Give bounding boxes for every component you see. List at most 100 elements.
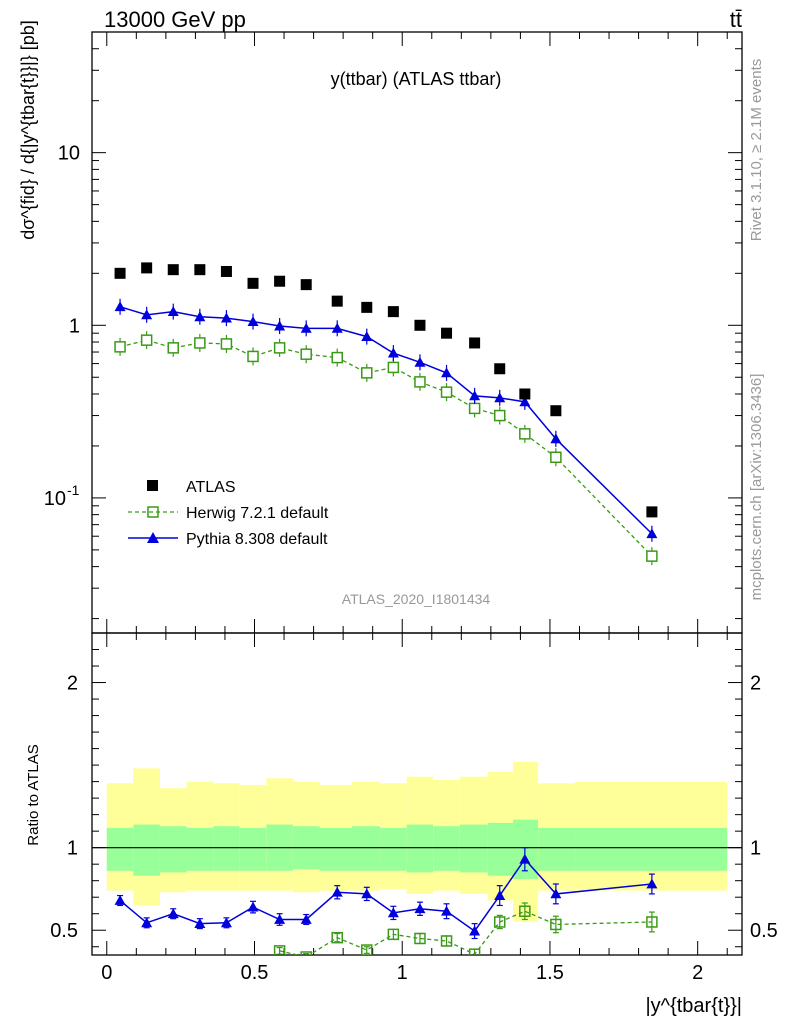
ratio-y-tick-label: 1 — [67, 838, 78, 860]
herwig-point — [194, 337, 206, 349]
ratio-band-inner — [538, 827, 576, 871]
herwig-point — [493, 409, 506, 422]
atlas-point — [414, 319, 426, 331]
ratio-band-inner — [319, 827, 352, 871]
pythia-point — [300, 322, 312, 333]
herwig-point — [247, 350, 259, 363]
herwig-ratio-point — [550, 918, 562, 931]
pythia-ratio-point — [114, 895, 126, 905]
pythia-point — [247, 316, 259, 327]
main-y-tick-label-exponent: -1 — [67, 482, 80, 498]
atlas-point — [220, 265, 232, 277]
pythia-point — [469, 390, 481, 401]
herwig-point — [300, 348, 312, 360]
ratio-y-tick-label-right: 1 — [750, 838, 761, 860]
pythia-point — [167, 306, 179, 317]
ratio-y-tick-label: 2 — [67, 673, 78, 695]
atlas-point — [646, 506, 658, 518]
legend-atlas-label: ATLAS — [186, 479, 236, 496]
pythia-ratio-point — [247, 901, 259, 912]
pythia-ratio-point — [300, 913, 312, 924]
legend-pythia-marker — [147, 532, 159, 543]
ratio-band-inner — [133, 824, 160, 876]
pythia-ratio-point — [331, 886, 343, 897]
pythia-point — [519, 396, 531, 407]
atlas-point — [331, 295, 343, 307]
herwig-point — [519, 428, 531, 440]
herwig-point — [387, 361, 400, 374]
pythia-ratio-line — [119, 858, 652, 933]
pythia-ratio-point — [220, 917, 232, 928]
pythia-ratio-point — [550, 888, 562, 899]
herwig-ratio-point — [331, 931, 343, 944]
herwig-ratio-point — [468, 948, 481, 955]
herwig-point — [361, 367, 373, 379]
pythia-ratio-point — [274, 913, 286, 924]
pythia-point — [387, 347, 399, 358]
ratio-y-axis-label: Ratio to ATLAS — [25, 744, 42, 845]
herwig-point — [140, 334, 153, 346]
atlas-point — [274, 275, 286, 287]
ratio-series-group — [114, 847, 658, 955]
ratio-band-inner — [239, 827, 267, 871]
ratio-band-inner — [406, 824, 434, 873]
herwig-ratio-point — [361, 944, 373, 955]
ratio-y-tick-label-right: 2 — [750, 673, 761, 695]
main-y-tick-label: 10 — [44, 488, 66, 510]
ratio-band-inner — [213, 826, 240, 871]
ratio-band-inner — [106, 827, 134, 871]
herwig-ratio-point — [414, 932, 426, 945]
pythia-line — [119, 306, 653, 535]
mcplots-label: mcplots.cern.ch [arXiv:1306.3436] — [748, 374, 765, 601]
legend-herwig-label: Herwig 7.2.1 default — [186, 505, 329, 522]
pythia-ratio-point — [361, 888, 373, 899]
herwig-point — [550, 451, 562, 464]
pythia-point — [414, 356, 426, 367]
atlas-point — [300, 279, 312, 291]
ratio-band-inner — [380, 827, 407, 871]
ratio-y-tick-label: 0.5 — [50, 920, 78, 942]
legend-pythia-label: Pythia 8.308 default — [186, 531, 328, 548]
pythia-ratio-point — [441, 905, 453, 916]
herwig-ratio-point — [440, 935, 453, 947]
atlas-point — [361, 301, 373, 313]
pythia-ratio-point — [194, 918, 206, 929]
herwig-point — [414, 376, 426, 388]
herwig-point — [167, 342, 179, 354]
atlas-point — [519, 388, 531, 400]
pythia-point — [331, 322, 343, 333]
atlas-point — [469, 337, 481, 349]
x-tick-label: 0 — [101, 962, 112, 984]
atlas-point — [550, 405, 562, 417]
pythia-point — [441, 367, 453, 378]
pythia-point — [361, 331, 373, 341]
main-y-tick-label: 1 — [69, 315, 80, 337]
herwig-ratio-point — [493, 916, 506, 928]
ratio-band-inner — [186, 827, 214, 871]
pythia-ratio-point — [414, 903, 426, 914]
atlas-point — [494, 363, 506, 375]
x-tick-label: 1.5 — [536, 962, 564, 984]
main-plot-title: y(ttbar) (ATLAS ttbar) — [331, 69, 502, 89]
pythia-point — [114, 301, 126, 312]
process-label: tt̄ — [730, 7, 742, 32]
ratio-band-inner — [487, 822, 514, 876]
ratio-band-inner — [433, 826, 460, 871]
pythia-point — [646, 528, 658, 539]
herwig-point — [440, 386, 453, 398]
ratio-frame — [91, 632, 743, 956]
pythia-ratio-point — [494, 890, 506, 900]
atlas-point — [441, 327, 453, 339]
main-series-group — [114, 262, 658, 566]
herwig-ratio-point — [646, 916, 658, 928]
pythia-ratio-point — [469, 925, 481, 936]
herwig-ratio-point — [519, 905, 531, 917]
legend-atlas-marker — [147, 480, 158, 491]
herwig-point — [646, 550, 658, 562]
pythia-ratio-point — [167, 908, 179, 919]
pythia-point — [141, 309, 153, 320]
pythia-point — [274, 320, 286, 331]
ratio-band-inner — [159, 826, 187, 873]
ratio-band-inner — [575, 827, 728, 871]
